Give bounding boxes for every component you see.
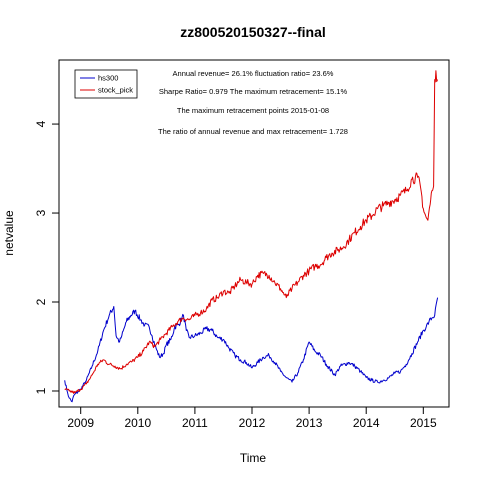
x-tick-label: 2011 (182, 416, 208, 430)
annotation-annual-revenue: Annual revenue= 26.1% fluctuation ratio=… (173, 69, 334, 78)
annotation-revenue-retracement-ratio: The ratio of annual revenue and max retr… (158, 127, 348, 136)
series-layer (64, 70, 439, 403)
series-line-hs300 (64, 297, 439, 403)
annotation-retracement-point: The maximum retracement points 2015-01-0… (177, 106, 329, 115)
x-tick-label: 2012 (239, 416, 266, 430)
y-tick-label: 2 (34, 298, 48, 305)
series-line-stock-pick (64, 70, 439, 394)
y-axis: 1 2 3 4 (34, 120, 60, 394)
chart-title: zz800520150327--final (180, 24, 326, 40)
annotation-sharpe-ratio: Sharpe Ratio= 0.979 The maximum retracem… (159, 87, 348, 96)
x-tick-label: 2009 (67, 416, 94, 430)
x-axis: 2009 2010 2011 2012 2013 2014 2015 (67, 406, 437, 430)
x-tick-label: 2013 (296, 416, 323, 430)
legend-label-stock-pick: stock_pick (98, 86, 133, 95)
y-tick-label: 1 (34, 387, 48, 394)
y-tick-label: 4 (34, 120, 48, 127)
x-tick-label: 2015 (410, 416, 437, 430)
x-tick-label: 2010 (124, 416, 151, 430)
legend-label-hs300: hs300 (98, 74, 118, 83)
legend-box (74, 69, 138, 99)
legend: hs300 stock_pick (74, 69, 138, 99)
y-tick-label: 3 (34, 209, 48, 216)
x-tick-label: 2014 (353, 416, 380, 430)
y-axis-label: netvalue (2, 210, 16, 256)
x-axis-label: Time (240, 451, 267, 465)
